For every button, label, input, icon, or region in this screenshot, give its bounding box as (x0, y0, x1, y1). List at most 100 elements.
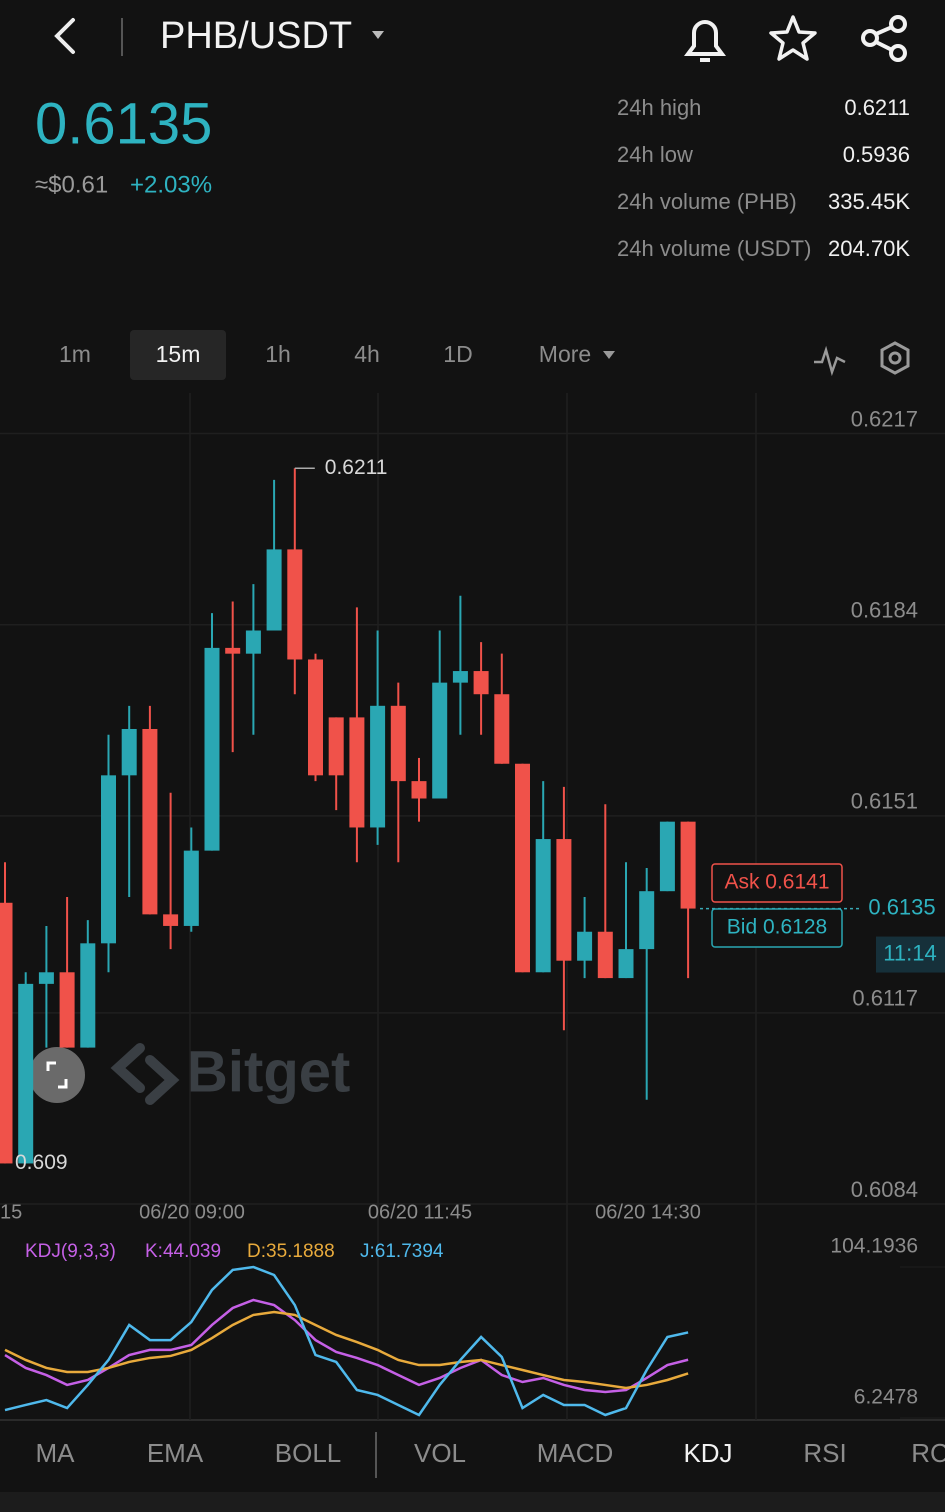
x-tick-label: 06/20 14:30 (595, 1201, 701, 1223)
interval-tab[interactable]: 1h (265, 341, 291, 367)
high-label: 0.6211 (325, 456, 388, 479)
candle-body (680, 821, 696, 909)
candle-body (473, 671, 489, 695)
indicator-tab[interactable]: MA (36, 1438, 76, 1468)
back-button[interactable] (54, 18, 75, 54)
indicator-tab[interactable]: MACD (537, 1438, 614, 1468)
candle-body (121, 728, 137, 776)
candle-body (659, 821, 675, 892)
candle-body (101, 775, 116, 944)
usd-price: ≈$0.61 (35, 171, 108, 198)
price-change: +2.03% (130, 171, 212, 198)
indicator-button[interactable] (814, 345, 846, 377)
candle-body (0, 902, 13, 1164)
bid-label: Bid 0.6128 (727, 916, 827, 939)
indicator-legend: J:61.7394 (360, 1241, 444, 1262)
indicator-title: KDJ(9,3,3) (25, 1241, 116, 1262)
last-price-tag: 0.6135 (868, 894, 935, 919)
candle-body (411, 781, 427, 799)
candle-body (204, 647, 220, 851)
indicator-tab[interactable]: RC (911, 1438, 945, 1468)
last-price-box (860, 890, 945, 927)
indicator-line (4, 1265, 689, 1417)
candle-body (18, 983, 34, 1164)
stat-value: 335.45K (828, 189, 910, 214)
stat-label: 24h volume (USDT) (617, 236, 811, 261)
bid-box (711, 908, 843, 948)
candle-body (308, 659, 323, 776)
settings-button[interactable] (880, 341, 910, 375)
candle-body (225, 647, 241, 654)
pair-title[interactable]: PHB/USDT (160, 15, 352, 57)
share-button[interactable] (861, 15, 907, 62)
countdown: 11:14 (883, 940, 936, 965)
stat-label: 24h volume (PHB) (617, 189, 797, 214)
x-tick-label: 06/20 09:00 (139, 1201, 245, 1223)
candle-body (618, 949, 634, 979)
candle-body (183, 850, 199, 926)
candle-body (494, 694, 510, 764)
candle-body (142, 728, 158, 915)
candle-body (452, 671, 468, 683)
indicator-tab[interactable]: VOL (414, 1438, 466, 1468)
ask-label: Ask 0.6141 (724, 871, 829, 894)
indicator-tab[interactable]: BOLL (275, 1438, 342, 1468)
candle-body (577, 931, 593, 961)
candle-body (163, 914, 179, 926)
watermark-text: Bitget (186, 1039, 350, 1104)
indicator-legend: K:44.039 (145, 1241, 221, 1262)
candle-body (639, 891, 655, 950)
bottom-strip (0, 1492, 945, 1512)
candle-body (80, 943, 96, 1048)
interval-tab[interactable]: More (539, 341, 591, 367)
fullscreen-button[interactable] (29, 1047, 85, 1103)
x-tick-label: 15 (0, 1201, 22, 1223)
candle-body (556, 839, 572, 961)
candle-body (245, 630, 261, 654)
more-dropdown[interactable] (603, 351, 615, 359)
stat-value: 0.5936 (843, 142, 910, 167)
indicator-y-label: 104.1936 (830, 1235, 918, 1258)
indicator-y-label: 6.2478 (854, 1386, 918, 1409)
candle-body (328, 717, 344, 776)
candle-body (597, 931, 613, 979)
last-price: 0.6135 (35, 91, 212, 156)
y-tick-label: 0.6151 (851, 789, 918, 814)
indicator-tab[interactable]: RSI (803, 1438, 846, 1468)
y-tick-label: 0.6217 (851, 406, 918, 431)
candle-body (535, 839, 551, 973)
stat-value: 0.6211 (844, 95, 910, 120)
indicator-line (4, 1298, 689, 1394)
y-tick-label: 0.6084 (851, 1177, 918, 1202)
candle-body (287, 549, 303, 660)
candle-body (266, 549, 282, 631)
watermark: Bitget (110, 1039, 350, 1105)
interval-tab[interactable]: 15m (156, 341, 201, 367)
pair-dropdown[interactable] (372, 31, 384, 39)
countdown-box (876, 936, 945, 973)
x-tick-label: 06/20 11:45 (368, 1201, 472, 1223)
candle-body (515, 763, 530, 973)
favorite-button[interactable] (769, 15, 817, 61)
indicator-line (4, 1310, 689, 1390)
alert-button[interactable] (684, 20, 726, 62)
y-tick-label: 0.6184 (851, 598, 918, 623)
candle-body (370, 705, 386, 828)
low-label: 0.609 (15, 1151, 68, 1174)
interval-tab[interactable]: 4h (354, 341, 380, 367)
indicator-tab[interactable]: KDJ (683, 1438, 732, 1468)
interval-tab[interactable]: 1m (59, 341, 91, 367)
candle-body (390, 705, 406, 782)
interval-selected-bg (130, 330, 226, 380)
candle-body (59, 972, 75, 1048)
stat-value: 204.70K (828, 236, 910, 261)
indicator-legend: D:35.1888 (247, 1241, 335, 1262)
indicator-tab[interactable]: EMA (147, 1438, 204, 1468)
candle-body (432, 682, 448, 799)
interval-tab[interactable]: 1D (443, 341, 472, 367)
stat-label: 24h high (617, 95, 701, 120)
candle-body (38, 972, 54, 984)
candle-body (349, 717, 365, 828)
